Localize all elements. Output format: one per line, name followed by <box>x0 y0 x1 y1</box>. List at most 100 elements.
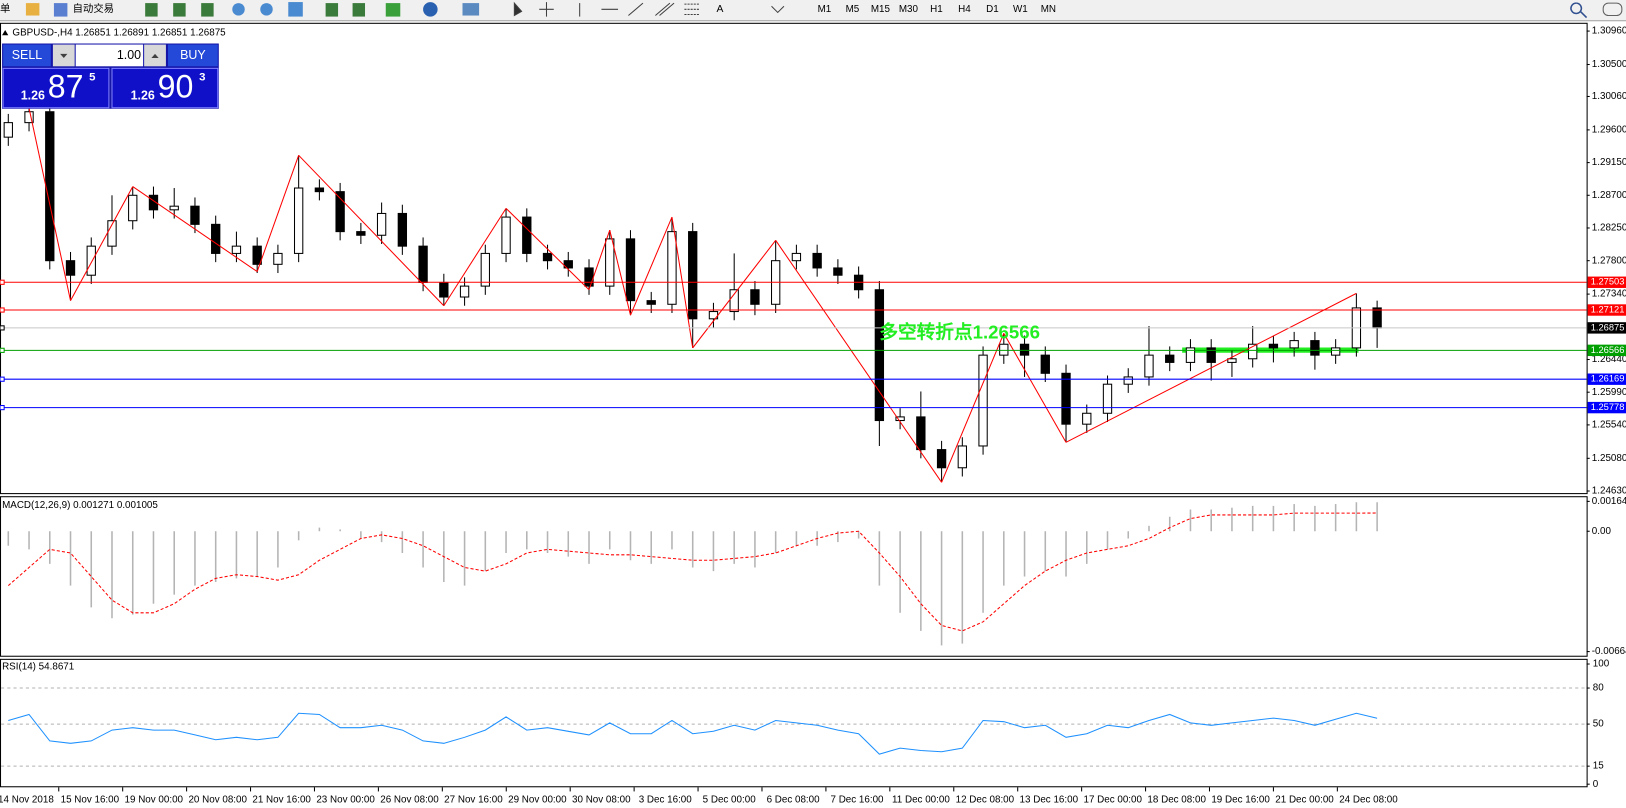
y-tick-label: 1.27340 <box>1592 289 1626 300</box>
lot-input[interactable] <box>75 44 144 67</box>
zigzag-segment <box>1065 292 1357 443</box>
level-label: 1.26566 <box>1591 345 1625 355</box>
arrows-tool[interactable] <box>771 5 785 14</box>
search-icon[interactable] <box>1570 2 1588 19</box>
sell-price-box[interactable] <box>2 67 110 109</box>
zigzag-segment <box>256 155 300 272</box>
icon[interactable] <box>145 3 158 17</box>
candle-body <box>1289 340 1299 349</box>
period-button[interactable]: MN <box>1041 4 1056 15</box>
candle-body <box>1248 343 1258 360</box>
collapse-triangle[interactable] <box>2 30 9 36</box>
sell-label[interactable]: SELL <box>12 48 42 62</box>
chat-icon[interactable] <box>1602 2 1623 17</box>
macd-label: MACD(12,26,9) 0.001271 0.001005 <box>2 500 158 511</box>
candle-body <box>148 194 159 211</box>
candle-body <box>874 289 885 422</box>
icon[interactable] <box>232 3 245 16</box>
icon[interactable] <box>423 2 438 17</box>
y-tick-label: -0.00664 <box>1592 646 1626 657</box>
y-tick-label: 1.29600 <box>1592 124 1626 135</box>
zigzag-segment <box>505 207 590 291</box>
icon[interactable] <box>325 3 339 17</box>
level-label: 1.26875 <box>1591 322 1625 332</box>
candle-body <box>252 245 262 265</box>
lot-value[interactable]: 1.00 <box>117 48 141 62</box>
icon[interactable] <box>25 3 40 16</box>
y-tick-label: 100 <box>1593 659 1610 670</box>
buy-price-prefix: 1.26 <box>131 89 155 103</box>
level-label-box <box>1587 344 1626 357</box>
candle-body <box>563 260 573 269</box>
sell-button[interactable] <box>3 44 51 67</box>
y-tick-label: 1.30960 <box>1592 26 1626 37</box>
candle-body <box>1102 383 1113 414</box>
cursor-tool[interactable] <box>513 1 523 17</box>
icon[interactable] <box>288 2 303 17</box>
zigzag-segment <box>630 216 673 316</box>
level-label: 1.27121 <box>1591 304 1625 314</box>
candle-body <box>522 216 532 254</box>
buy-button[interactable] <box>167 44 218 67</box>
period-button[interactable]: M5 <box>846 4 860 15</box>
auto-trading-button[interactable]: 自动交易 <box>73 2 114 15</box>
candle-body <box>542 252 553 262</box>
y-tick-label: 1.28250 <box>1592 223 1626 234</box>
period-button[interactable]: H1 <box>930 4 943 15</box>
period-button[interactable]: M15 <box>871 4 891 15</box>
candle-body <box>3 122 13 138</box>
period-button[interactable]: W1 <box>1013 4 1028 15</box>
y-tick-label: 50 <box>1593 719 1604 730</box>
candle-body <box>584 267 594 287</box>
candle-body <box>211 223 221 254</box>
toolbar <box>0 0 1626 21</box>
candle-body <box>86 245 96 276</box>
candle-body <box>24 111 34 124</box>
icon[interactable] <box>260 3 273 16</box>
icon[interactable] <box>462 3 480 16</box>
icon[interactable] <box>385 3 401 17</box>
x-tick-label: 23 Nov 00:00 <box>316 794 375 805</box>
candle-body <box>812 252 822 269</box>
auto-trading-icon[interactable] <box>53 3 68 17</box>
fibo-tool[interactable] <box>684 3 699 16</box>
level-label: 1.27503 <box>1591 277 1625 287</box>
period-button[interactable]: H4 <box>958 4 971 15</box>
menu-stub[interactable]: 单 <box>0 3 10 15</box>
level-marker <box>0 325 5 331</box>
channel-tool[interactable] <box>655 2 675 16</box>
candle-body <box>1144 354 1154 378</box>
text-tool[interactable]: A <box>717 4 724 15</box>
x-tick-label: 14 Nov 2018 <box>0 794 54 805</box>
level-marker <box>0 376 5 382</box>
x-tick-label: 30 Nov 08:00 <box>572 794 631 805</box>
icon[interactable] <box>201 3 214 17</box>
macd-signal <box>7 512 1378 632</box>
x-tick-label: 21 Dec 00:00 <box>1275 794 1334 805</box>
buy-label[interactable]: BUY <box>180 48 206 62</box>
buy-price-box[interactable] <box>111 67 219 109</box>
crosshair-tool[interactable] <box>539 2 554 17</box>
candle-body <box>605 238 615 287</box>
zoom-icons <box>232 2 480 17</box>
x-tick-label: 18 Dec 08:00 <box>1147 794 1206 805</box>
down-arrow <box>60 53 68 59</box>
candle-body <box>65 260 76 276</box>
level-label-box <box>1587 401 1626 414</box>
candle-body <box>190 205 200 225</box>
candle-body <box>978 354 988 447</box>
period-button[interactable]: M30 <box>899 4 919 15</box>
trendline-tool[interactable] <box>628 2 644 16</box>
candle-body <box>1123 376 1133 385</box>
y-tick-label: 1.25990 <box>1592 387 1626 398</box>
icon[interactable] <box>173 3 186 17</box>
x-tick-label: 19 Nov 00:00 <box>125 794 184 805</box>
period-button[interactable]: D1 <box>986 4 999 15</box>
icon[interactable] <box>352 3 366 17</box>
candle-body <box>501 216 511 254</box>
y-tick-label: 1.25540 <box>1592 419 1626 430</box>
sell-price-big: 87 <box>48 69 84 105</box>
period-button[interactable]: M1 <box>818 4 832 15</box>
buy-price-big: 90 <box>158 69 194 105</box>
candle-body <box>128 194 138 222</box>
